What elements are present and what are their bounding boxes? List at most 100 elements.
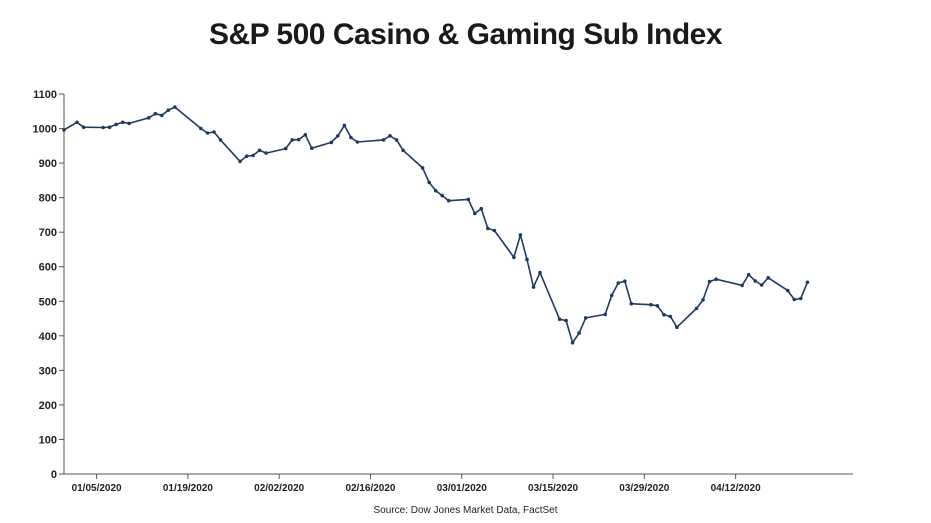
y-tick-label: 0 [51,469,57,481]
y-tick-label: 500 [39,296,57,308]
chart-title: S&P 500 Casino & Gaming Sub Index [208,18,723,51]
data-point [538,270,542,275]
source-note: Source: Dow Jones Market Data, FactSet [373,505,558,516]
data-point [420,166,425,170]
data-point [166,108,171,112]
data-point [147,116,151,120]
data-point [512,255,516,260]
data-point [153,111,158,116]
data-point [525,257,529,262]
data-point [62,128,66,132]
x-tick-label: 03/29/2020 [619,483,669,494]
data-point [114,122,118,127]
x-tick-label: 03/01/2020 [437,483,487,494]
data-point [336,134,340,138]
data-point [623,279,627,284]
data-point [433,188,438,193]
data-point [746,272,751,277]
data-point [531,285,536,289]
data-point [160,113,164,118]
data-point [603,312,607,317]
data-point [466,197,471,202]
data-point [714,277,718,282]
data-point [205,131,210,135]
data-point [557,317,562,322]
x-axis: 01/05/2020 01/19/2020 02/02/2020 02/16/2020… [64,473,853,494]
y-tick-label: 400 [39,331,57,343]
data-point [173,105,177,109]
y-tick-label: 200 [39,400,57,412]
data-point [401,148,405,153]
data-point [649,302,653,307]
data-point [251,153,255,158]
data-point [427,180,432,185]
data-point [583,316,588,320]
data-point [107,125,112,129]
data-point [473,211,477,216]
data-point [394,138,399,142]
data-point [799,296,803,301]
data-point [492,228,497,233]
data-point [81,125,86,129]
data-point [766,276,770,280]
data-point [212,130,216,134]
x-tick-label: 03/15/2020 [528,483,578,494]
x-tick-label: 01/19/2020 [163,483,213,494]
data-point [349,135,353,140]
data-point [707,279,712,284]
data-point [792,297,797,302]
data-point [701,298,705,302]
data-point [629,301,634,306]
y-tick-label: 600 [39,262,57,274]
data-point [694,306,699,311]
data-point [577,331,581,335]
data-point [564,318,568,323]
data-point [101,125,105,130]
y-axis: 0 100 200 300 400 500 600 700 800 900 1000 1100 [33,89,65,481]
y-tick-label: 1000 [33,124,57,136]
x-tick-label: 01/05/2020 [72,483,122,494]
data-point [257,148,262,153]
y-tick-label: 700 [39,227,57,239]
data-point [805,280,810,285]
data-point [296,137,301,142]
data-point [740,283,744,288]
x-tick-label: 02/16/2020 [345,483,395,494]
series-layer [62,105,810,345]
data-point [753,279,757,283]
data-point [662,312,666,317]
x-tick-label: 02/02/2020 [254,483,304,494]
data-point [218,138,223,142]
data-point [668,314,673,319]
data-point [355,140,360,144]
y-tick-label: 800 [39,193,57,205]
x-tick-label: 04/12/2020 [711,483,761,494]
data-point [127,121,131,126]
data-point [290,138,295,142]
data-point [616,281,621,285]
data-point [388,134,392,138]
data-point [655,304,660,308]
data-point [440,193,445,198]
data-point [244,154,249,158]
data-point [486,226,490,231]
data-point [264,151,268,155]
data-point [238,159,242,164]
data-point [303,133,308,137]
data-point [329,140,334,145]
data-point [570,340,575,345]
data-point [381,138,386,142]
data-point [675,325,679,330]
data-point [199,126,203,131]
data-point [310,146,314,150]
y-tick-label: 100 [39,434,57,446]
data-point [342,123,347,128]
y-tick-label: 900 [39,158,57,170]
data-point [283,146,288,151]
data-point [446,198,451,203]
y-tick-label: 300 [39,365,57,377]
data-point [479,206,484,211]
y-tick-label: 1100 [33,89,57,101]
data-point [759,283,764,287]
data-point [609,293,614,298]
